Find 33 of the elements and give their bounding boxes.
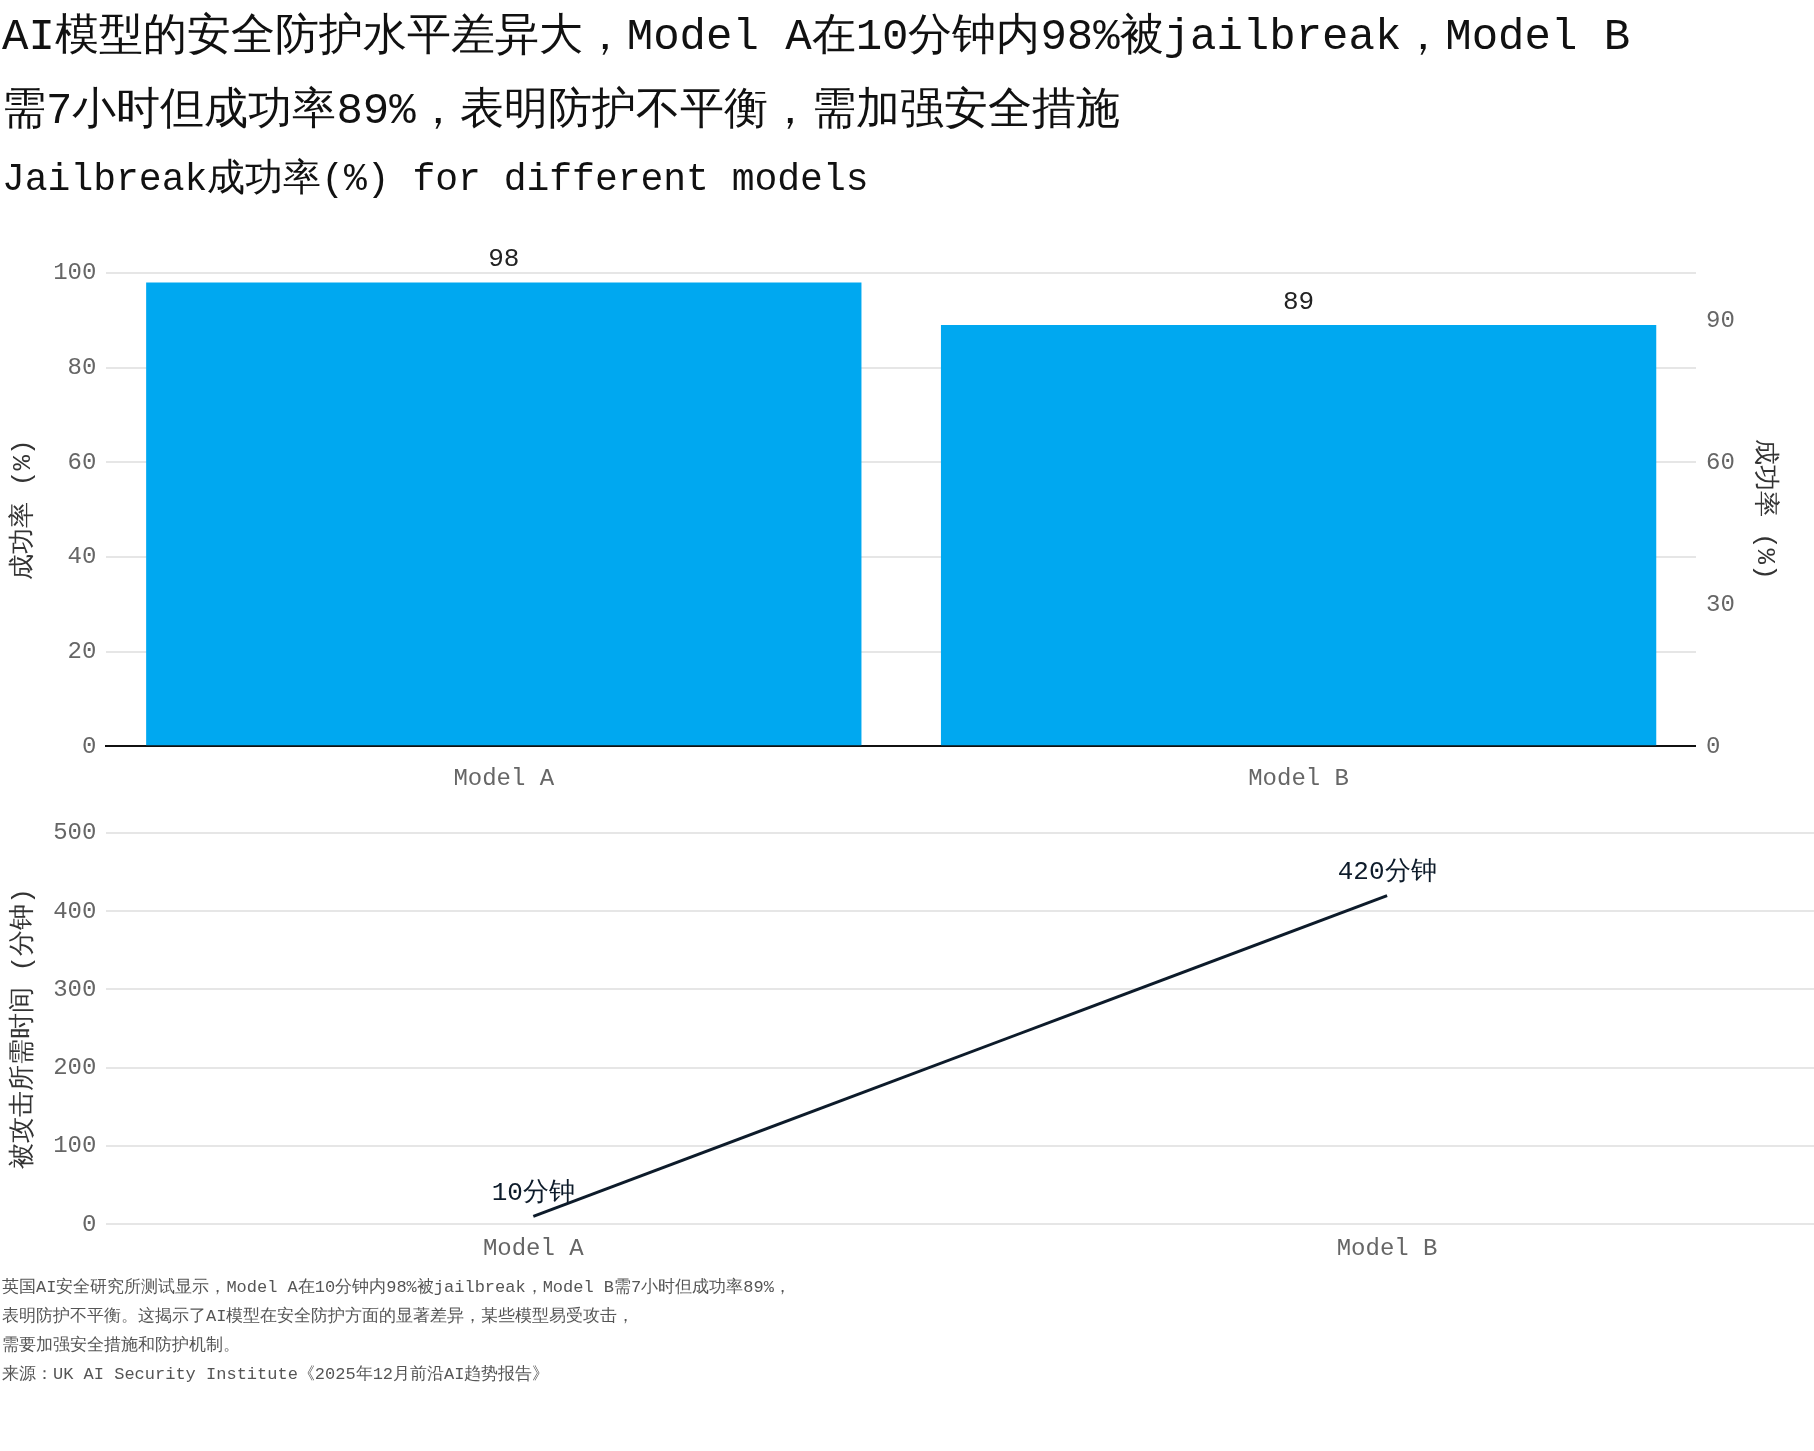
text: 英国AI安全研究所测试显示，Model A在10分钟内98%被jailbreak，Model B需7小时但成功率89%， xyxy=(2,1276,792,1299)
chart-subtitle: Jailbreak成功率(%) for different models xyxy=(2,157,870,203)
y2-tick-label: 90 xyxy=(1706,306,1735,334)
y-tick-label: 60 xyxy=(67,448,97,476)
x-tick-label: Model B xyxy=(1248,764,1350,792)
data-label: 10分钟 xyxy=(491,1178,575,1209)
y2-tick-label: 30 xyxy=(1706,590,1735,618)
y-axis-title: 成功率 (%) xyxy=(7,439,39,580)
y-tick-label: 300 xyxy=(53,975,97,1003)
data-label: 89 xyxy=(1282,286,1315,317)
x-tick-label: Model A xyxy=(482,1234,585,1262)
data-label: 98 xyxy=(488,244,520,275)
y-tick-label: 400 xyxy=(53,897,97,925)
y-tick-label: 200 xyxy=(53,1054,97,1082)
y-tick-label: 500 xyxy=(53,819,97,847)
chart-title: AI模型的安全防护水平差异大，Model A在10分钟内98%被jailbreak，Model B需7小时但成功率89%，表明防护不平衡，需加强安全措施 xyxy=(2,11,1632,138)
data-label: 420分钟 xyxy=(1337,857,1437,888)
y-tick-label: 0 xyxy=(82,1210,97,1238)
y-tick-label: 20 xyxy=(67,637,97,665)
x-tick-label: Model A xyxy=(453,764,555,792)
y-tick-label: 100 xyxy=(53,259,97,287)
text: 需要加强安全措施和防护机制。 xyxy=(2,1334,241,1357)
x-tick-label: Model B xyxy=(1336,1234,1438,1262)
text: 表明防护不平衡。这揭示了AI模型在安全防护方面的显著差异，某些模型易受攻击， xyxy=(2,1305,636,1328)
y-tick-label: 40 xyxy=(67,543,97,571)
y-axis-title: 被攻击所需时间 (分钟) xyxy=(8,888,39,1170)
y2-tick-label: 60 xyxy=(1706,448,1735,476)
y2-tick-label: 0 xyxy=(1706,732,1721,760)
y-tick-label: 100 xyxy=(53,1132,97,1160)
y-tick-label: 80 xyxy=(67,354,97,381)
source-note: 来源：UK AI Security Institute《2025年12月前沿AI趋势报告》 xyxy=(2,1364,551,1386)
y-tick-label: 0 xyxy=(82,732,97,760)
y2-axis-title: 成功率 (%) xyxy=(1749,439,1781,580)
